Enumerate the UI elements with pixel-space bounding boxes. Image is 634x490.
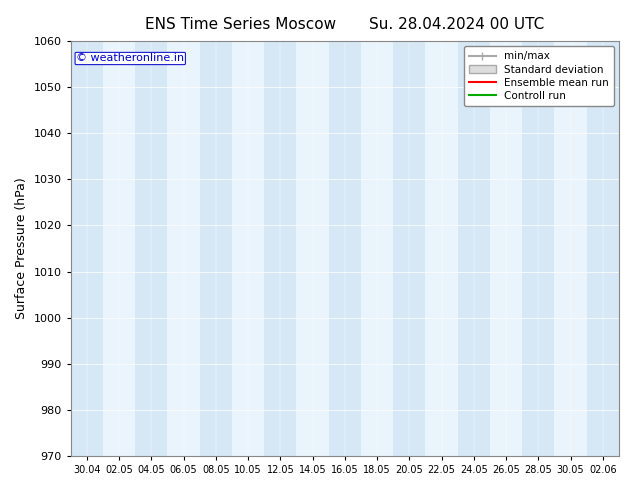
Bar — [200, 41, 232, 456]
Y-axis label: Surface Pressure (hPa): Surface Pressure (hPa) — [15, 178, 28, 319]
Bar — [264, 41, 297, 456]
Text: © weatheronline.in: © weatheronline.in — [76, 53, 184, 64]
Bar — [71, 41, 103, 456]
Text: ENS Time Series Moscow: ENS Time Series Moscow — [145, 17, 337, 32]
Bar — [522, 41, 555, 456]
Bar — [586, 41, 619, 456]
Bar — [393, 41, 425, 456]
Text: Su. 28.04.2024 00 UTC: Su. 28.04.2024 00 UTC — [369, 17, 544, 32]
Legend: min/max, Standard deviation, Ensemble mean run, Controll run: min/max, Standard deviation, Ensemble me… — [464, 46, 614, 106]
Bar — [458, 41, 490, 456]
Bar — [328, 41, 361, 456]
Bar — [135, 41, 167, 456]
